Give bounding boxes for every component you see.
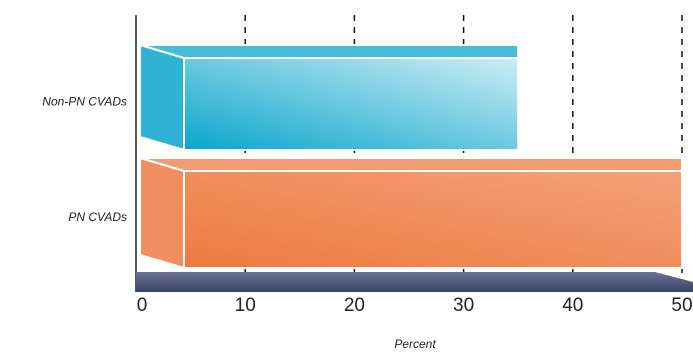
x-tick-label: 50 <box>671 295 692 316</box>
x-axis-label: Percent <box>394 337 436 351</box>
bar-top <box>139 44 520 59</box>
bar-top <box>139 157 683 172</box>
bar-side <box>139 156 185 270</box>
x-tick-label: 20 <box>344 295 365 316</box>
x-tick-label: 10 <box>235 295 256 316</box>
y-tick-label: Non-PN CVADs <box>42 95 127 109</box>
floor <box>136 272 693 292</box>
bar-side <box>139 43 185 152</box>
x-tick-label: 0 <box>137 295 148 316</box>
y-tick-label: PN CVADs <box>68 210 127 224</box>
x-tick-label: 30 <box>453 295 474 316</box>
x-tick-label: 40 <box>562 295 583 316</box>
bar <box>183 57 520 151</box>
bar <box>183 170 683 269</box>
